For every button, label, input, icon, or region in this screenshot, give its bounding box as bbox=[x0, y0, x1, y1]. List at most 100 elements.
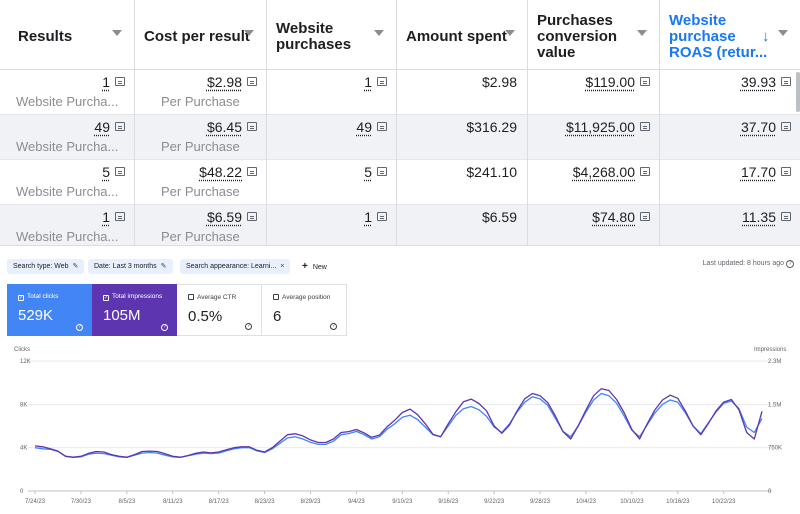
x-tick-label: 7/30/23 bbox=[71, 499, 92, 505]
cell-value[interactable]: 17.70 bbox=[740, 164, 776, 180]
close-icon[interactable]: × bbox=[280, 263, 285, 270]
cell-value[interactable]: 1 bbox=[364, 209, 372, 225]
cell-website-purchases: 5 bbox=[267, 160, 397, 205]
checkbox-unchecked-icon[interactable] bbox=[273, 294, 279, 300]
edit-icon[interactable]: ✎ bbox=[160, 263, 167, 270]
x-tick-label: 9/28/23 bbox=[530, 499, 551, 505]
new-filter-button[interactable]: + New bbox=[302, 259, 327, 274]
header-website-purchase-roas[interactable]: Website purchase ROAS (retur... ↓ bbox=[660, 0, 800, 70]
comparison-icon[interactable] bbox=[640, 122, 650, 131]
comparison-icon[interactable] bbox=[247, 122, 257, 131]
edit-icon[interactable]: ✎ bbox=[72, 263, 79, 270]
y-axis-title-left: Clicks bbox=[14, 347, 30, 353]
header-cost-per-result[interactable]: Cost per result bbox=[135, 0, 267, 70]
cell-value[interactable]: $6.45 bbox=[206, 119, 242, 135]
checkbox-checked-icon[interactable]: ✓ bbox=[103, 295, 109, 301]
header-amount-spent[interactable]: Amount spent bbox=[397, 0, 528, 70]
comparison-icon[interactable] bbox=[115, 122, 125, 131]
comparison-icon[interactable] bbox=[377, 77, 387, 86]
comparison-icon[interactable] bbox=[115, 212, 125, 221]
sort-chevron-icon[interactable] bbox=[244, 30, 254, 36]
x-tick-label: 8/23/23 bbox=[255, 499, 276, 505]
comparison-icon[interactable] bbox=[781, 77, 791, 86]
header-purchases-conversion-value[interactable]: Purchases conversion value bbox=[528, 0, 660, 70]
sort-chevron-icon[interactable] bbox=[112, 30, 122, 36]
comparison-icon[interactable] bbox=[115, 167, 125, 176]
comparison-icon[interactable] bbox=[377, 212, 387, 221]
comparison-icon[interactable] bbox=[781, 122, 791, 131]
sort-chevron-icon[interactable] bbox=[778, 30, 788, 36]
y-axis-title-right: Impressions bbox=[754, 347, 786, 353]
cell-value[interactable]: $74.80 bbox=[592, 209, 635, 225]
comparison-icon[interactable] bbox=[377, 122, 387, 131]
cell-value[interactable]: $2.98 bbox=[206, 74, 242, 90]
table-row[interactable]: 5 Website Purcha... $48.22 Per Purchase 5 $24… bbox=[0, 160, 800, 205]
comparison-icon[interactable] bbox=[640, 167, 650, 176]
performance-chart[interactable]: 12K 8K 4K 0 2.3M 1.5M 750K 0 Clicks Impressions 7/… bbox=[0, 247, 800, 514]
cell-value[interactable]: 49 bbox=[94, 119, 110, 135]
comparison-icon[interactable] bbox=[640, 77, 650, 86]
cell-value[interactable]: $48.22 bbox=[199, 164, 242, 180]
cell-conversion-value: $74.80 bbox=[528, 205, 660, 245]
cell-value[interactable]: 11.35 bbox=[742, 209, 776, 225]
metric-card-total-clicks[interactable]: ✓ Total clicks 529K ? bbox=[7, 284, 92, 336]
metric-card-average-ctr[interactable]: Average CTR 0.5% ? bbox=[177, 284, 262, 336]
metric-card-average-position[interactable]: Average position 6 ? bbox=[262, 284, 347, 336]
checkbox-checked-icon[interactable]: ✓ bbox=[18, 295, 24, 301]
cell-value[interactable]: $119.00 bbox=[585, 74, 635, 90]
cell-cost-per-result: $2.98 Per Purchase bbox=[135, 70, 267, 115]
cell-subtext: Per Purchase bbox=[161, 94, 240, 109]
filter-chip-date[interactable]: Date: Last 3 months ✎ bbox=[88, 259, 173, 274]
comparison-icon[interactable] bbox=[247, 77, 257, 86]
x-tick-label: 9/22/23 bbox=[484, 499, 505, 505]
help-icon[interactable]: ? bbox=[76, 324, 83, 331]
sort-chevron-icon[interactable] bbox=[637, 30, 647, 36]
impressions-series-line[interactable] bbox=[34, 388, 763, 458]
table-row[interactable]: 1 Website Purcha... $2.98 Per Purchase 1 $2.9… bbox=[0, 70, 800, 115]
cell-value[interactable]: 1 bbox=[102, 209, 110, 225]
cell-value[interactable]: $6.59 bbox=[206, 209, 242, 225]
clicks-series-line[interactable] bbox=[34, 392, 763, 459]
x-tick-label: 8/17/23 bbox=[209, 499, 230, 505]
table-row[interactable]: 1 Website Purcha... $6.59 Per Purchase 1 $6.5… bbox=[0, 205, 800, 245]
arrow-down-icon[interactable]: ↓ bbox=[762, 28, 770, 45]
vertical-scrollbar[interactable] bbox=[796, 72, 800, 112]
header-roas-label-1: Website bbox=[669, 12, 727, 29]
comparison-icon[interactable] bbox=[781, 212, 791, 221]
x-tick-label: 8/11/23 bbox=[163, 499, 183, 505]
header-website-purchases[interactable]: Website purchases bbox=[267, 0, 397, 70]
cell-website-purchases: 1 bbox=[267, 205, 397, 245]
comparison-icon[interactable] bbox=[247, 167, 257, 176]
metric-label: Average CTR bbox=[188, 294, 236, 301]
cell-value[interactable]: 1 bbox=[364, 74, 372, 90]
cell-website-purchases: 49 bbox=[267, 115, 397, 160]
header-conversion-label-3: value bbox=[537, 44, 576, 61]
filter-chip-search-appearance[interactable]: Search appearance: Learni... × bbox=[180, 259, 291, 274]
comparison-icon[interactable] bbox=[640, 212, 650, 221]
cell-value[interactable]: 37.70 bbox=[740, 119, 776, 135]
cell-value[interactable]: 39.93 bbox=[740, 74, 776, 90]
cell-value[interactable]: 5 bbox=[364, 164, 372, 180]
cell-value[interactable]: $11,925.00 bbox=[565, 119, 635, 135]
help-icon[interactable]: ? bbox=[786, 260, 794, 268]
help-icon[interactable]: ? bbox=[161, 324, 168, 331]
y-tick-label-left: 4K bbox=[20, 446, 27, 452]
help-icon[interactable]: ? bbox=[245, 323, 252, 330]
help-icon[interactable]: ? bbox=[330, 323, 337, 330]
metric-card-total-impressions[interactable]: ✓ Total impressions 105M ? bbox=[92, 284, 177, 336]
header-results[interactable]: Results bbox=[0, 0, 135, 70]
cell-value[interactable]: 5 bbox=[102, 164, 110, 180]
checkbox-unchecked-icon[interactable] bbox=[188, 294, 194, 300]
comparison-icon[interactable] bbox=[115, 77, 125, 86]
sort-chevron-icon[interactable] bbox=[374, 30, 384, 36]
sort-chevron-icon[interactable] bbox=[505, 30, 515, 36]
x-tick-label: 10/10/23 bbox=[620, 499, 644, 505]
table-row[interactable]: 49 Website Purcha... $6.45 Per Purchase 49 $3… bbox=[0, 115, 800, 160]
comparison-icon[interactable] bbox=[377, 167, 387, 176]
filter-chip-search-type[interactable]: Search type: Web ✎ bbox=[7, 259, 85, 274]
comparison-icon[interactable] bbox=[781, 167, 791, 176]
cell-value[interactable]: 1 bbox=[102, 74, 110, 90]
cell-value[interactable]: 49 bbox=[356, 119, 372, 135]
comparison-icon[interactable] bbox=[247, 212, 257, 221]
cell-value[interactable]: $4,268.00 bbox=[572, 164, 635, 180]
